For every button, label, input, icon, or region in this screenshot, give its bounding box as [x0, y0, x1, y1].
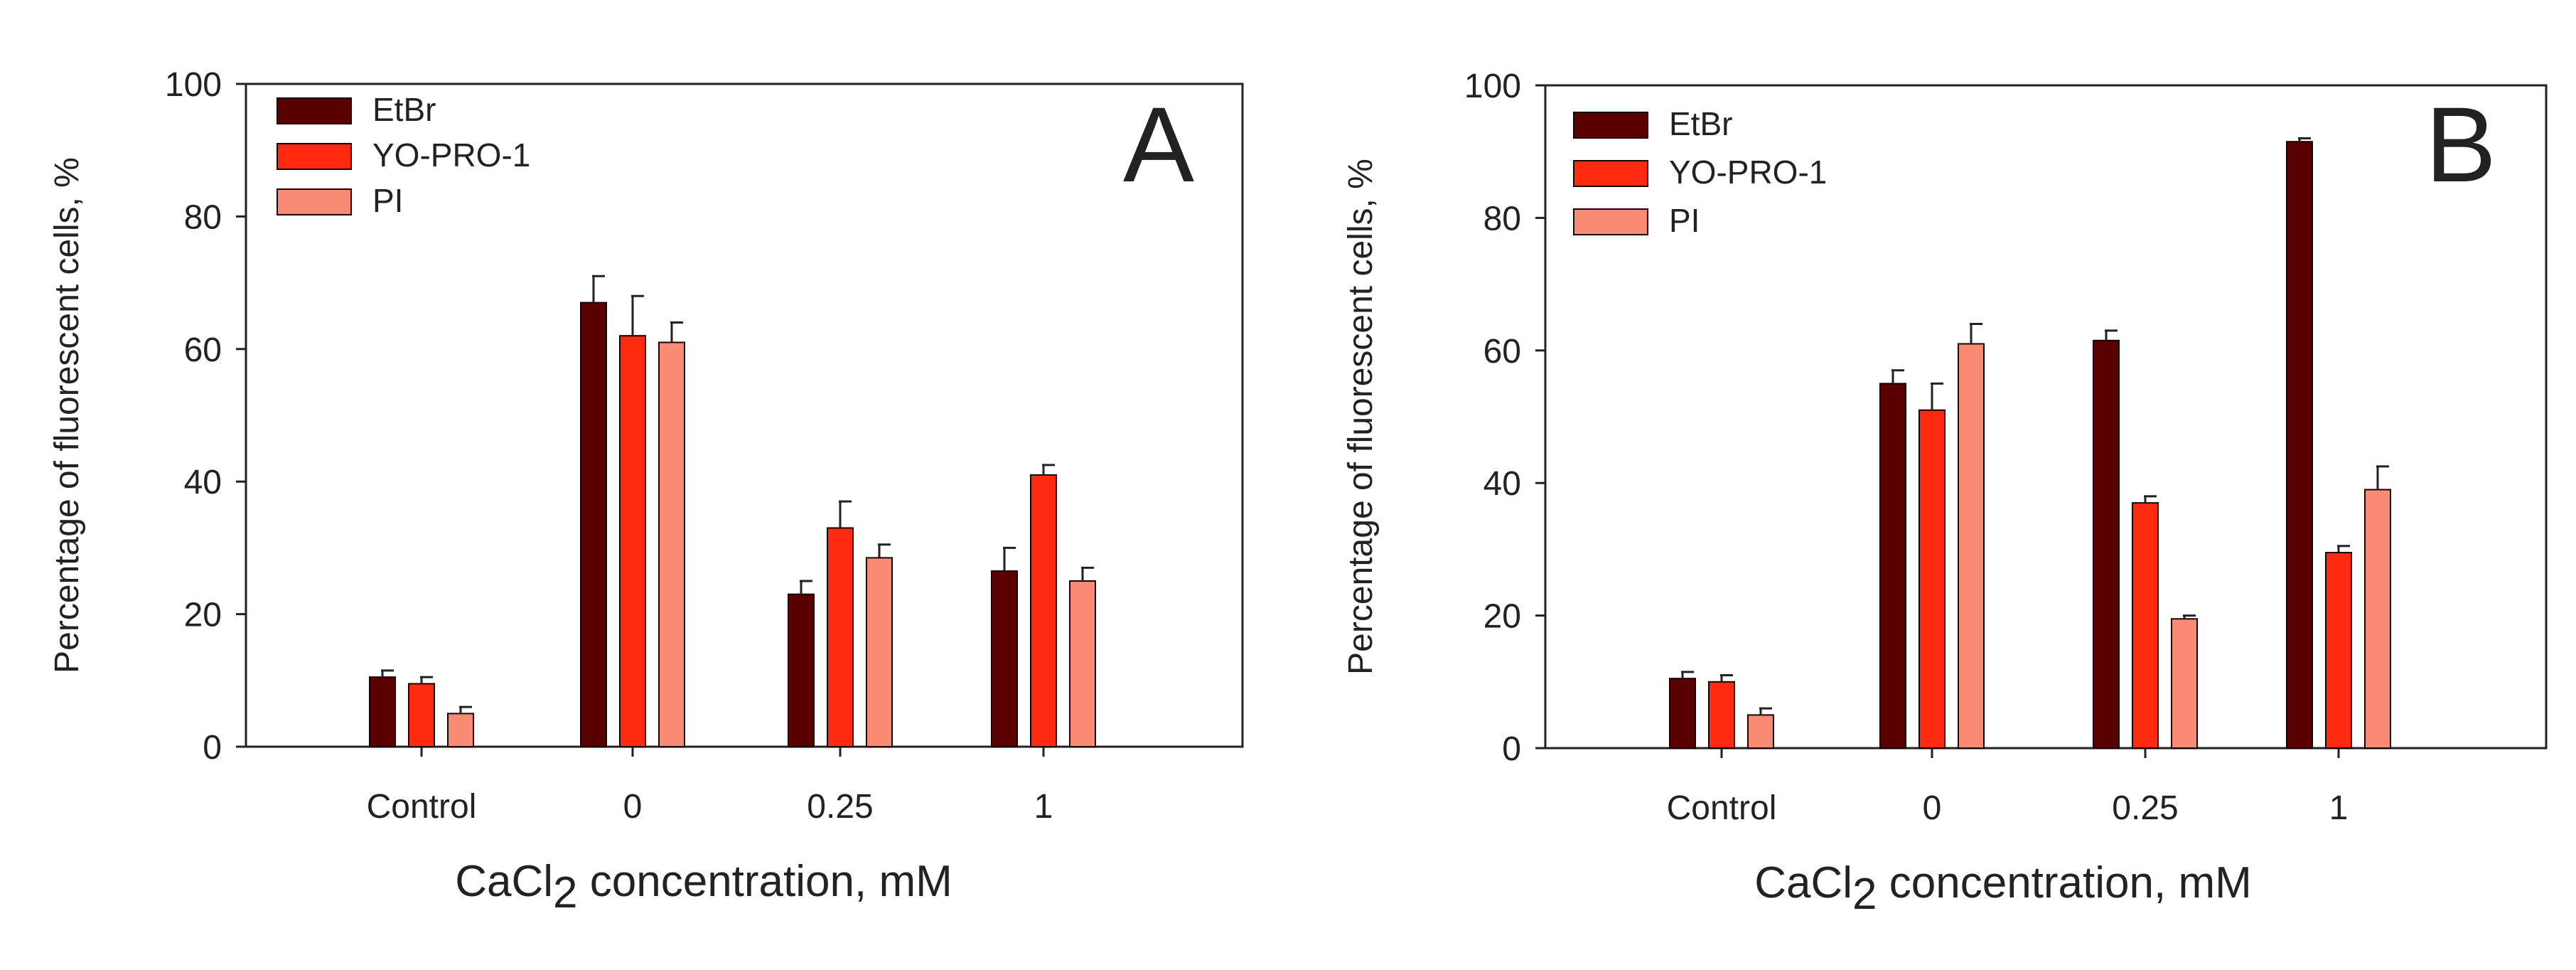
bar-pi — [2171, 618, 2198, 750]
chart-panel-a: 0 20 40 60 80 100 Control 0 0.25 1 EtBr YO-PRO-1 PI A… — [48, 66, 1244, 917]
legend-swatch — [1573, 112, 1648, 139]
x-axis-label-main: CaCl — [1754, 858, 1852, 907]
x-category-label: 1 — [1034, 788, 1053, 826]
bar-etbr — [2286, 141, 2313, 750]
y-axis-label: Percentage of fluorescent cells, % — [1342, 159, 1380, 675]
bar-yo-pro-1 — [619, 335, 646, 748]
bar-yo-pro-1 — [1708, 681, 1735, 749]
x-category-label: 0.25 — [2112, 789, 2178, 827]
chart-panel-b: 0 20 40 60 80 100 Control 0 0.25 1 EtBr YO-PRO-1 PI B… — [1342, 68, 2548, 919]
y-tick-label: 0 — [203, 729, 222, 767]
bar-pi — [658, 341, 685, 748]
x-category-label: 0 — [623, 788, 643, 826]
bar-yo-pro-1 — [1918, 409, 1946, 749]
y-tick-label: 40 — [1483, 465, 1521, 503]
legend-swatch — [277, 97, 352, 124]
legend-label: YO-PRO-1 — [372, 137, 530, 174]
bar-pi — [1747, 714, 1774, 750]
legend-label: YO-PRO-1 — [1669, 154, 1827, 191]
y-tick-label: 0 — [1502, 730, 1521, 768]
legend-swatch — [277, 143, 352, 170]
y-axis-label: Percentage of fluorescent cells, % — [48, 157, 86, 673]
bar-etbr — [2093, 339, 2120, 749]
y-tick-label: 60 — [184, 331, 222, 369]
bar-pi — [1069, 580, 1096, 747]
panel-label: B — [2425, 85, 2496, 204]
y-tick-label: 100 — [165, 66, 222, 104]
y-tick-label: 80 — [1483, 200, 1521, 238]
bar-yo-pro-1 — [1030, 474, 1057, 747]
x-axis-label-rest: concentration, mM — [1877, 858, 2252, 907]
bar-pi — [2364, 489, 2391, 750]
y-tick-label: 100 — [1464, 68, 1521, 105]
x-axis-label-subscript: 2 — [553, 868, 577, 917]
x-category-label: Control — [367, 788, 477, 826]
x-category-label: 0 — [1923, 789, 1942, 827]
x-axis-label: CaCl2 concentration, mM — [1754, 858, 2252, 919]
y-tick-label: 20 — [184, 597, 222, 634]
x-axis-label: CaCl2 concentration, mM — [455, 857, 952, 917]
bar-etbr — [1879, 383, 1906, 749]
y-tick-label: 60 — [1483, 333, 1521, 371]
legend-label: EtBr — [1669, 105, 1732, 142]
x-category-label: 1 — [2329, 789, 2349, 827]
bar-yo-pro-1 — [408, 683, 435, 748]
y-tick-label: 20 — [1483, 598, 1521, 636]
bar-pi — [1958, 343, 1985, 750]
bar-etbr — [991, 570, 1018, 748]
x-axis-label-subscript: 2 — [1852, 870, 1877, 919]
legend-label: PI — [372, 182, 403, 219]
plot-frame — [245, 82, 1244, 748]
bar-pi — [866, 557, 893, 747]
x-axis-label-main: CaCl — [455, 857, 553, 906]
legend-label: PI — [1669, 202, 1700, 239]
bar-etbr — [1669, 678, 1696, 750]
x-category-label: 0.25 — [807, 788, 873, 826]
bar-yo-pro-1 — [2132, 502, 2159, 749]
legend-label: EtBr — [372, 91, 436, 128]
bar-etbr — [369, 676, 396, 748]
plot-frame — [1544, 84, 2548, 750]
y-tick-label: 40 — [184, 464, 222, 501]
bar-etbr — [788, 593, 815, 748]
bar-etbr — [580, 302, 607, 747]
bar-yo-pro-1 — [2325, 552, 2352, 749]
panel-label: A — [1123, 85, 1194, 204]
y-tick-label: 80 — [184, 198, 222, 236]
legend-swatch — [277, 188, 352, 215]
bar-pi — [447, 713, 474, 748]
bar-yo-pro-1 — [827, 527, 854, 747]
legend-swatch — [1573, 208, 1648, 235]
x-axis-label-rest: concentration, mM — [578, 857, 952, 906]
x-category-label: Control — [1667, 789, 1777, 827]
legend-swatch — [1573, 160, 1648, 187]
